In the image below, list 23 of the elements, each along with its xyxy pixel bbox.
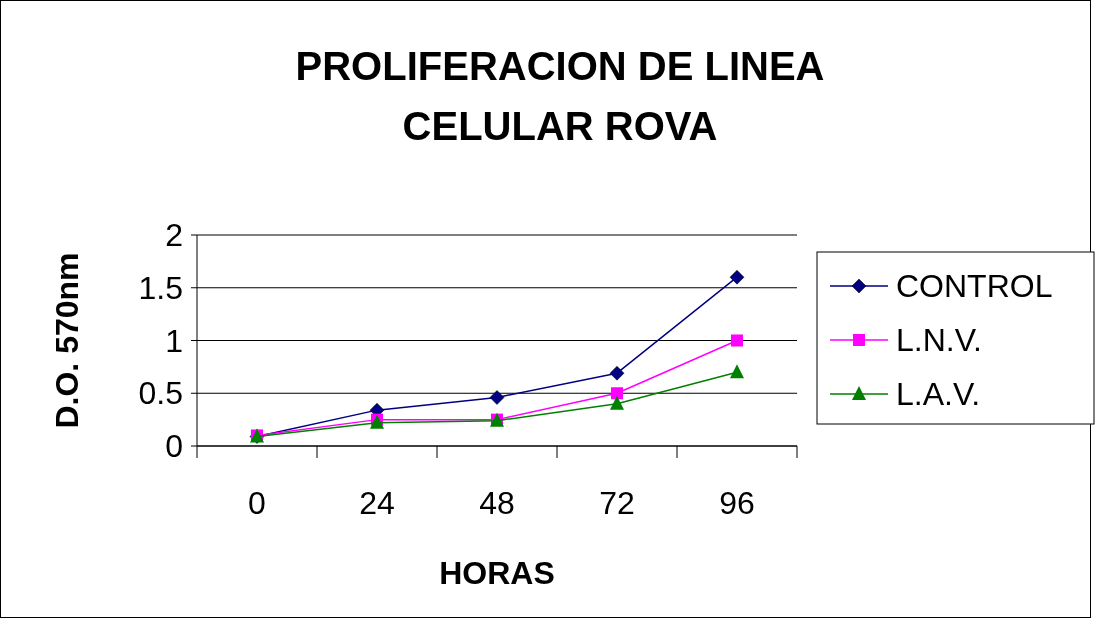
point (609, 365, 625, 381)
point (731, 334, 743, 347)
y-tick-label: 1 (165, 322, 183, 359)
x-tick-label: 0 (248, 485, 266, 521)
legend-label: L.A.V. (896, 376, 981, 413)
x-axis-title: HORAS (439, 555, 555, 591)
x-tick-label: 96 (719, 485, 755, 521)
point (610, 395, 624, 410)
legend-label: CONTROL (896, 268, 1053, 305)
x-tick-label: 24 (359, 485, 395, 521)
point (729, 269, 745, 285)
y-tick-label: 1.5 (138, 269, 183, 306)
y-tick-label: 2 (165, 217, 183, 254)
x-tick-label: 48 (479, 485, 515, 521)
point (611, 387, 623, 400)
x-tick-label: 72 (599, 485, 635, 521)
legend-label: L.N.V. (896, 322, 982, 359)
point (730, 364, 744, 379)
chart-title: PROLIFERACION DE LINEA CELULAR ROVA (295, 44, 825, 148)
point (489, 390, 505, 405)
y-axis-title: D.O. 570nm (49, 252, 85, 429)
y-tick-label: 0 (165, 428, 183, 465)
y-tick-label: 0.5 (138, 375, 183, 412)
